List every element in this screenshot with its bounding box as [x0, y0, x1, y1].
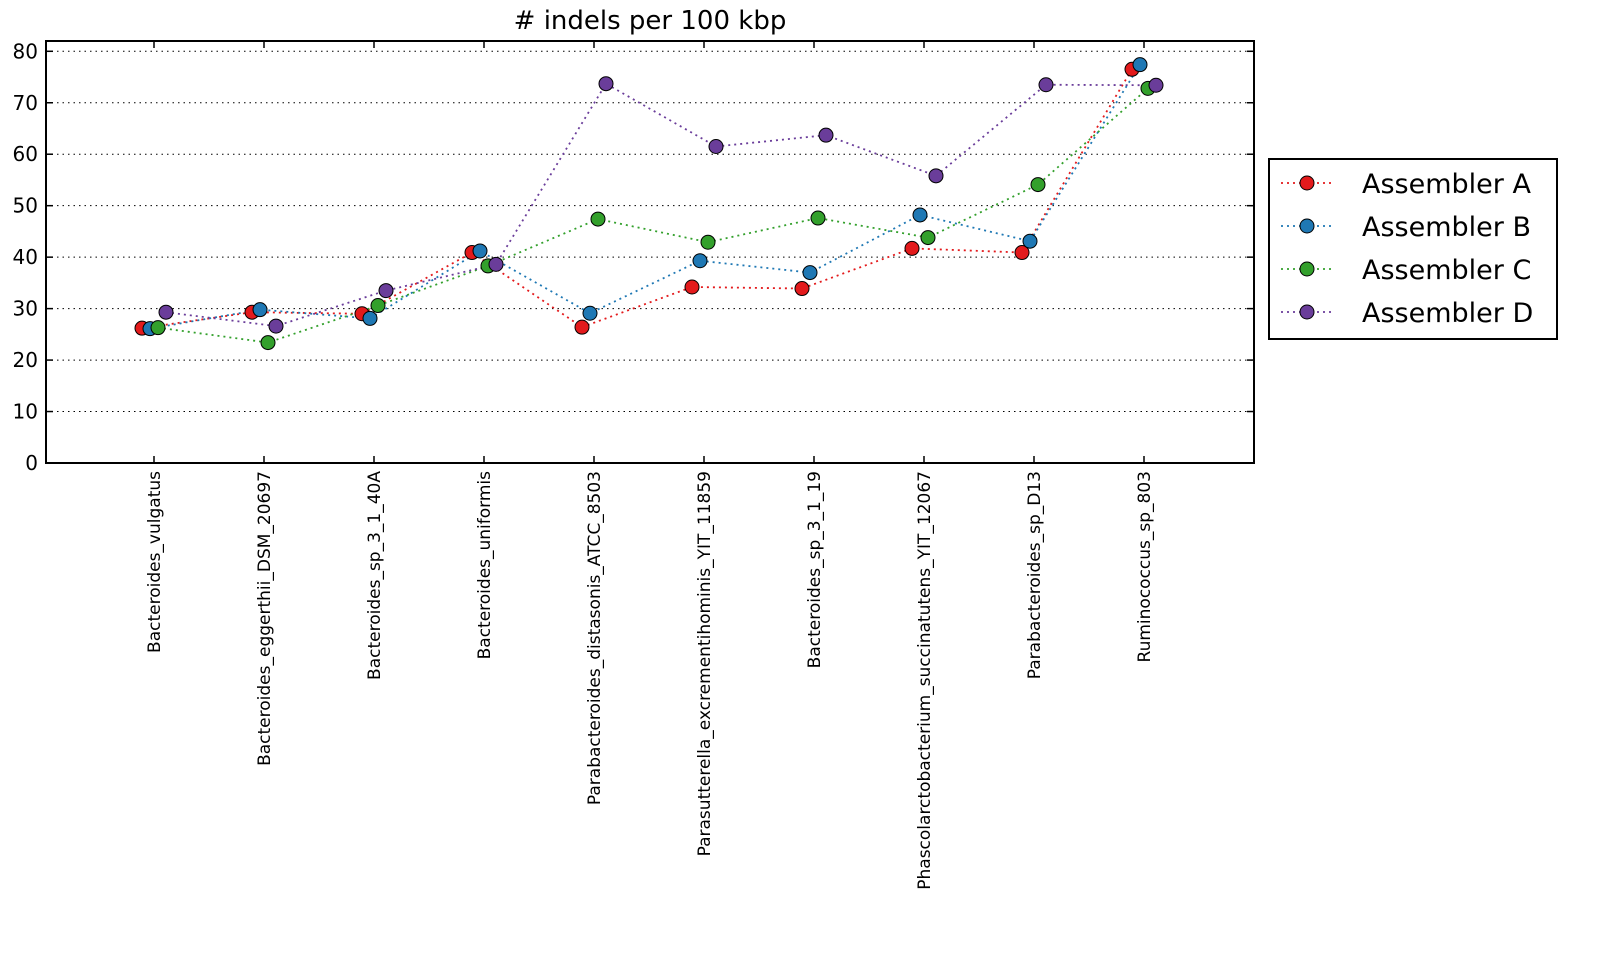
chart-title: # indels per 100 kbp [514, 6, 787, 36]
data-point [574, 319, 590, 335]
x-tick-label: Ruminococcus_sp_803 [1135, 471, 1155, 662]
series-line [165, 82, 1157, 328]
data-point [708, 139, 724, 154]
x-axis: Bacteroides_vulgatus Bacteroides_eggerthi… [145, 41, 1155, 890]
series-line [149, 64, 1141, 330]
series-layer [134, 57, 1164, 351]
legend-marker [1299, 261, 1315, 277]
y-tick-label: 60 [13, 142, 38, 166]
data-point [252, 302, 268, 318]
legend-label: Assembler C [1362, 255, 1531, 286]
data-point [794, 281, 810, 297]
data-point [488, 256, 504, 272]
data-point [1132, 57, 1148, 73]
data-point [598, 76, 614, 92]
data-point [1038, 77, 1054, 93]
legend-marker [1299, 175, 1315, 191]
x-tick-label: Bacteroides_vulgatus [145, 471, 165, 653]
series-line [141, 68, 1133, 330]
data-point [802, 265, 818, 281]
y-tick-label: 70 [13, 91, 38, 115]
data-point [260, 335, 276, 351]
data-point [150, 320, 166, 336]
data-point [158, 304, 174, 320]
legend-label: Assembler B [1362, 212, 1531, 243]
y-tick-label: 30 [13, 297, 38, 321]
legend-marker [1299, 218, 1315, 234]
data-point [472, 243, 488, 259]
x-tick-label: Parabacteroides_sp_D13 [1025, 471, 1045, 679]
data-point [928, 168, 944, 184]
series-line [157, 87, 1149, 344]
data-point [1148, 77, 1164, 93]
legend-marker [1299, 304, 1315, 320]
x-tick-label: Bacteroides_sp_3_1_40A [365, 471, 385, 680]
grid-lines [46, 50, 1254, 413]
data-point [684, 279, 700, 295]
data-point [920, 230, 936, 246]
data-point [378, 283, 394, 299]
data-point [1030, 177, 1046, 193]
data-point [590, 211, 606, 227]
y-tick-label: 0 [25, 451, 38, 475]
data-point [362, 310, 378, 326]
legend-label: Assembler D [1362, 298, 1533, 329]
y-axis: 0 10 20 30 40 50 60 70 80 [13, 39, 1254, 475]
legend: Assembler A Assembler B Assembler C Assembl… [1268, 158, 1558, 340]
y-tick-label: 50 [13, 194, 38, 218]
data-point [1022, 233, 1038, 249]
data-point [810, 210, 826, 226]
y-tick-label: 10 [13, 400, 38, 424]
data-point [1014, 245, 1030, 261]
data-point [268, 318, 284, 334]
x-tick-label: Parabacteroides_distasonis_ATCC_8503 [585, 471, 605, 805]
y-tick-label: 20 [13, 348, 38, 372]
legend-label: Assembler A [1362, 169, 1531, 200]
x-tick-label: Phascolarctobacterium_succinatutens_YIT_… [915, 471, 935, 890]
data-point [370, 298, 386, 314]
x-tick-label: Bacteroides_uniformis [475, 471, 495, 660]
y-tick-label: 80 [13, 39, 38, 63]
x-tick-label: Bacteroides_eggerthii_DSM_20697 [255, 471, 275, 766]
plot-frame [45, 40, 1255, 464]
data-point [582, 305, 598, 321]
data-point [692, 253, 708, 269]
y-tick-label: 40 [13, 245, 38, 269]
data-point [912, 207, 928, 223]
data-point [818, 127, 834, 143]
x-tick-label: Parasutterella_excrementihominis_YIT_118… [695, 471, 715, 856]
data-point [700, 234, 716, 250]
legend-box [1268, 158, 1558, 340]
data-point [904, 240, 920, 256]
x-tick-label: Bacteroides_sp_3_1_19 [805, 471, 825, 668]
